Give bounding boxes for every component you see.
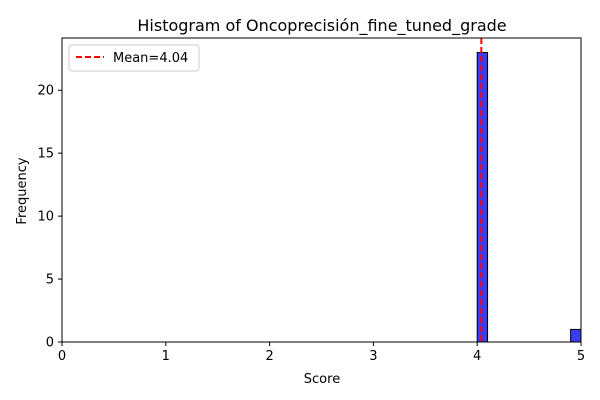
x-tick-label: 2 xyxy=(265,349,273,364)
x-tick-label: 3 xyxy=(369,349,377,364)
y-tick-label: 0 xyxy=(46,336,54,351)
y-tick-label: 5 xyxy=(46,273,54,288)
legend: Mean=4.04 xyxy=(68,44,200,72)
x-tick-label: 0 xyxy=(58,349,66,364)
histogram-bar xyxy=(476,51,489,343)
chart-title: Histogram of Oncoprecisión_fine_tuned_gr… xyxy=(137,16,506,36)
x-axis-label: Score xyxy=(304,372,340,387)
y-tick-label: 10 xyxy=(37,210,54,225)
plot-frame xyxy=(61,37,582,343)
y-tick-label: 20 xyxy=(37,84,54,99)
y-axis-label: Frequency xyxy=(15,157,30,224)
x-tick-label: 5 xyxy=(577,349,585,364)
legend-mean-label: Mean=4.04 xyxy=(113,51,188,66)
x-tick-label: 1 xyxy=(162,349,170,364)
y-tick-label: 15 xyxy=(37,147,54,162)
x-tick-label: 4 xyxy=(473,349,481,364)
legend-box xyxy=(68,44,200,72)
histogram-bar xyxy=(570,328,582,343)
